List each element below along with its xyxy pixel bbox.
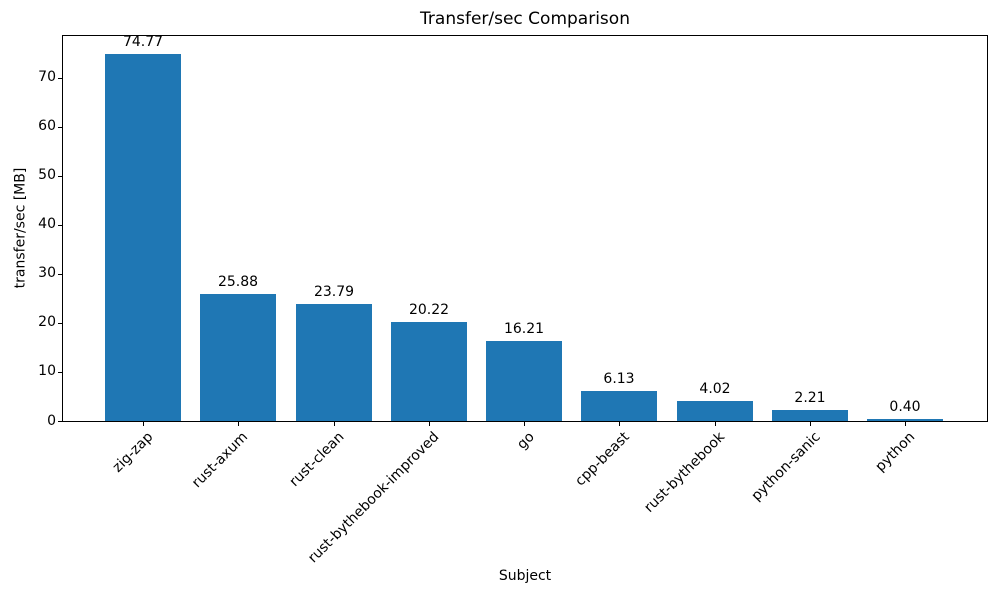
x-tick-label: cpp-beast — [571, 429, 633, 490]
bar-rust-bythebook — [677, 401, 753, 421]
y-tick — [58, 273, 62, 275]
x-axis-label: Subject — [498, 568, 552, 584]
y-tick-label: 40 — [38, 216, 56, 232]
y-tick-label: 70 — [38, 69, 56, 85]
y-tick — [58, 371, 62, 373]
bar-python-sanic — [772, 410, 848, 421]
y-tick — [58, 224, 62, 226]
bar-value-label: 74.77 — [122, 34, 164, 50]
x-tick — [429, 422, 430, 426]
x-tick — [905, 422, 906, 426]
x-tick — [143, 422, 144, 426]
y-tick — [58, 77, 62, 79]
y-tick-label: 10 — [38, 363, 56, 379]
x-tick — [334, 422, 335, 426]
bar-value-label: 2.21 — [794, 390, 826, 406]
x-tick — [810, 422, 811, 426]
x-tick-label: python-sanic — [748, 429, 824, 505]
y-tick — [58, 175, 62, 177]
bar-value-label: 20.22 — [408, 302, 450, 318]
bar-python — [867, 419, 943, 421]
bar-rust-clean — [296, 304, 372, 421]
y-tick — [58, 420, 62, 422]
bar-value-label: 16.21 — [503, 321, 545, 337]
bar-value-label: 25.88 — [217, 274, 259, 290]
bar-go — [486, 341, 562, 421]
y-tick-label: 60 — [38, 118, 56, 134]
chart-title: Transfer/sec Comparison — [420, 9, 630, 29]
bar-value-label: 6.13 — [603, 371, 635, 387]
y-tick-label: 30 — [38, 265, 56, 281]
x-tick — [524, 422, 525, 426]
bar-rust-axum — [200, 294, 276, 421]
y-tick-label: 0 — [47, 413, 56, 429]
x-tick — [619, 422, 620, 426]
y-tick — [58, 126, 62, 128]
y-tick-label: 20 — [38, 314, 56, 330]
bar-value-label: 23.79 — [313, 284, 355, 300]
x-tick-label: python — [872, 429, 919, 475]
x-tick-label: rust-clean — [286, 429, 348, 490]
y-tick-label: 50 — [38, 167, 56, 183]
x-tick-label: go — [513, 429, 538, 453]
bar-value-label: 0.40 — [889, 399, 921, 415]
bar-cpp-beast — [581, 390, 657, 421]
x-tick-label: rust-bythebook — [641, 429, 729, 516]
x-tick — [715, 422, 716, 426]
x-tick — [238, 422, 239, 426]
x-tick-label: rust-axum — [189, 429, 252, 492]
bar-zig-zap — [105, 54, 181, 421]
bar-rust-bythebook-improved — [391, 321, 467, 421]
y-tick — [58, 322, 62, 324]
bar-value-label: 4.02 — [699, 381, 731, 397]
x-tick-label: zig-zap — [109, 429, 157, 476]
